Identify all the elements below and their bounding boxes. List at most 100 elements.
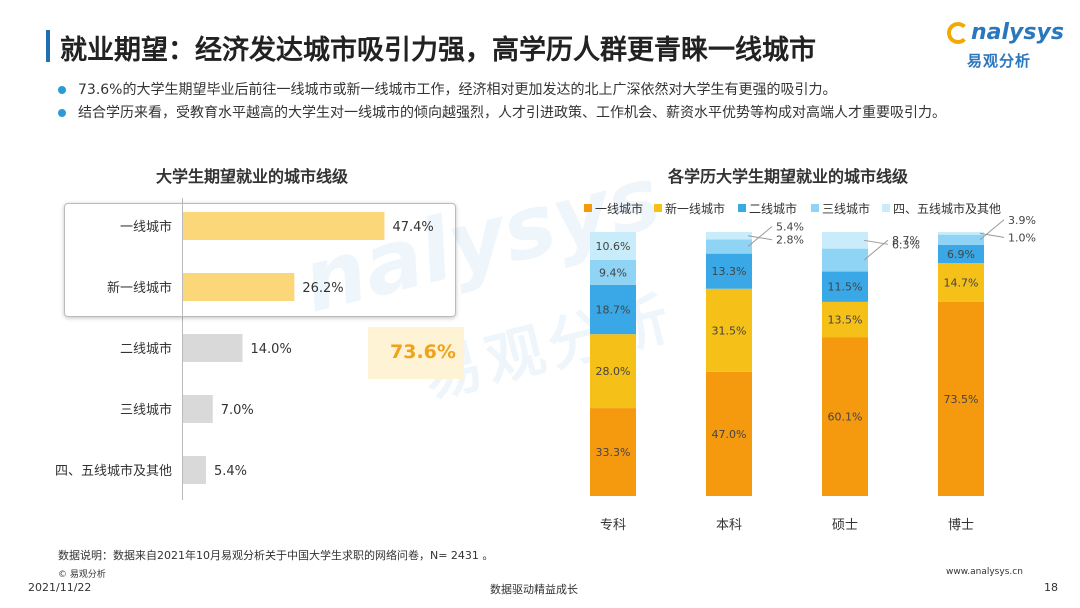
leader-line [747,235,773,241]
segment-label: 3.9% [1008,214,1036,227]
segment-新一线城市 [938,263,984,302]
left-chart-axis [182,198,183,500]
leader-line [863,239,889,245]
leader-line [979,219,1005,241]
legend-label: 四、五线城市及其他 [893,201,1001,216]
value-label: 7.0% [221,403,254,418]
value-label: 14.0% [251,342,292,357]
value-label: 26.2% [302,281,343,296]
category-label: 专科 [600,518,626,533]
legend-swatch [882,204,890,212]
segment-三线城市 [938,234,984,245]
bar-二线城市 [183,334,243,362]
bullet-item: 结合学历来看，受教育水平越高的大学生对一线城市的倾向越强烈，人才引进政策、工作机… [58,103,1048,124]
right-chart-title: 各学历大学生期望就业的城市线级 [668,167,909,186]
category-label: 四、五线城市及其他 [55,463,172,479]
category-label: 硕士 [832,518,858,533]
segment-label: 10.6% [596,240,631,253]
date: 2021/11/22 [28,581,92,594]
page-title: 就业期望：经济发达城市吸引力强，高学历人群更青睐一线城市 [60,35,816,66]
callout-value: 73.6% [390,341,456,363]
bullet-item: 73.6%的大学生期望毕业后前往一线城市或新一线城市工作，经济相对更加发达的北上… [58,80,1048,101]
bar-一线城市 [183,212,385,240]
segment-新一线城市 [822,301,868,338]
segment-一线城市 [938,301,984,496]
bar-新一线城市 [183,273,295,301]
segment-label: 9.4% [599,266,627,279]
segment-label: 60.1% [828,411,863,424]
segment-四、五线城市及其他 [590,232,636,260]
leader-line [979,232,1005,238]
category-label: 本科 [716,518,742,533]
segment-label: 5.4% [776,221,804,234]
segment-label: 18.7% [596,303,631,316]
summary-bullets: 73.6%的大学生期望毕业后前往一线城市或新一线城市工作，经济相对更加发达的北上… [58,80,1048,126]
segment-二线城市 [938,244,984,264]
legend-swatch [811,204,819,212]
category-label: 二线城市 [120,341,172,357]
right-stacked-chart: 一线城市 新一线城市 二线城市 三线城市 四、五线城市及其他 33.3% 28.0% 18.7… [584,201,1036,533]
page-number: 18 [1044,581,1058,594]
logo-swoosh-icon [947,22,969,44]
segment-label: 6.9% [947,248,975,261]
highlight-box [64,203,456,317]
segment-四、五线城市及其他 [938,232,984,235]
legend-label: 一线城市 [595,201,643,216]
left-bar-chart: 一线城市 47.4% 新一线城市 26.2% 二线城市 14.0% 三线城市 7.0% 四、五线… [55,212,434,484]
segment-二线城市 [822,271,868,302]
value-label: 47.4% [392,220,433,235]
bar-四、五线城市及其他 [183,456,206,484]
segment-三线城市 [706,239,752,254]
legend-swatch [738,204,746,212]
bullet-text: 结合学历来看，受教育水平越高的大学生对一线城市的倾向越强烈，人才引进政策、工作机… [78,105,946,121]
segment-一线城市 [706,371,752,496]
leader-line [747,226,773,247]
category-label: 三线城市 [120,402,172,418]
legend-label: 三线城市 [822,201,870,216]
copyright: © 易观分析 [58,570,106,580]
legend-label: 二线城市 [749,201,797,216]
callout-box: 73.6% [368,327,464,379]
segment-二线城市 [706,253,752,289]
segment-label: 2.8% [776,234,804,247]
value-label: 5.4% [214,464,247,479]
segment-label: 1.0% [1008,231,1036,244]
segment-label: 31.5% [712,324,747,337]
bullet-dot-icon [58,109,66,117]
segment-一线城市 [822,337,868,496]
segment-label: 13.5% [828,314,863,327]
slogan: 数据驱动精益成长 [490,583,578,596]
legend-label: 新一线城市 [665,201,725,216]
bullet-dot-icon [58,86,66,94]
data-note: 数据说明：数据来自2021年10月易观分析关于中国大学生求职的网络问卷，N= 2… [58,549,494,562]
bar-三线城市 [183,395,213,423]
left-chart-title: 大学生期望就业的城市线级 [156,167,349,186]
segment-二线城市 [590,284,636,335]
segment-label: 73.5% [944,393,979,406]
segment-三线城市 [822,248,868,272]
legend-swatch [584,204,592,212]
website: www.analysys.cn [946,567,1023,577]
segment-label: 8.7% [892,234,920,247]
segment-一线城市 [590,408,636,496]
segment-label: 11.5% [828,281,863,294]
segment-label: 13.3% [712,265,747,278]
segment-三线城市 [590,259,636,285]
category-label: 新一线城市 [107,280,172,296]
bullet-text: 73.6%的大学生期望毕业后前往一线城市或新一线城市工作，经济相对更加发达的北上… [78,82,837,98]
segment-新一线城市 [590,334,636,409]
segment-label: 28.0% [596,365,631,378]
category-label: 一线城市 [120,219,172,235]
logo-cn: 易观分析 [967,52,1032,70]
logo-en: nalysys [971,20,1064,45]
legend-swatch [654,204,662,212]
segment-四、五线城市及其他 [706,232,752,240]
analysys-logo: nalysys 易观分析 [945,14,1064,74]
segment-label: 33.3% [596,446,631,459]
category-label: 博士 [948,518,974,533]
title-accent-bar [46,30,50,62]
segment-label: 47.0% [712,428,747,441]
segment-label: 14.7% [944,277,979,290]
segment-新一线城市 [706,288,752,372]
segment-label: 6.3% [892,238,920,251]
